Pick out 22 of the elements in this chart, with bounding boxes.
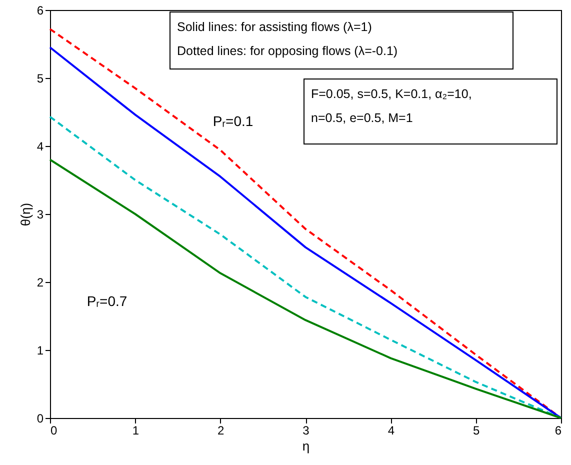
- x-tick-label: 6: [554, 424, 562, 438]
- x-axis-title: η: [302, 438, 310, 454]
- y-tick-label: 4: [36, 140, 44, 154]
- annotation: Solid lines: for assisting flows (λ=1): [177, 20, 372, 34]
- annotation: Dotted lines: for opposing flows (λ=-0.1): [177, 44, 398, 58]
- annotation: F=0.05, s=0.5, K=0.1, α₂=10,: [311, 87, 472, 101]
- annotation: n=0.5, e=0.5, M=1: [311, 111, 413, 125]
- y-tick-label: 0: [36, 412, 44, 426]
- annotation: Pᵣ=0.1: [212, 113, 254, 129]
- x-tick-label: 1: [132, 424, 140, 438]
- x-tick-label: 3: [302, 424, 310, 438]
- x-tick-label: 5: [472, 424, 480, 438]
- y-tick-label: 3: [36, 208, 44, 222]
- y-axis-title: θ(η): [18, 202, 33, 226]
- x-tick-label: 0: [50, 424, 58, 438]
- y-tick-label: 6: [36, 4, 44, 18]
- y-tick-label: 5: [36, 72, 44, 86]
- x-tick-label: 2: [217, 424, 224, 438]
- y-tick-label: 2: [36, 276, 44, 290]
- annotation: Pᵣ=0.7: [86, 293, 128, 309]
- x-tick-label: 4: [388, 424, 395, 438]
- y-tick-label: 1: [36, 344, 44, 358]
